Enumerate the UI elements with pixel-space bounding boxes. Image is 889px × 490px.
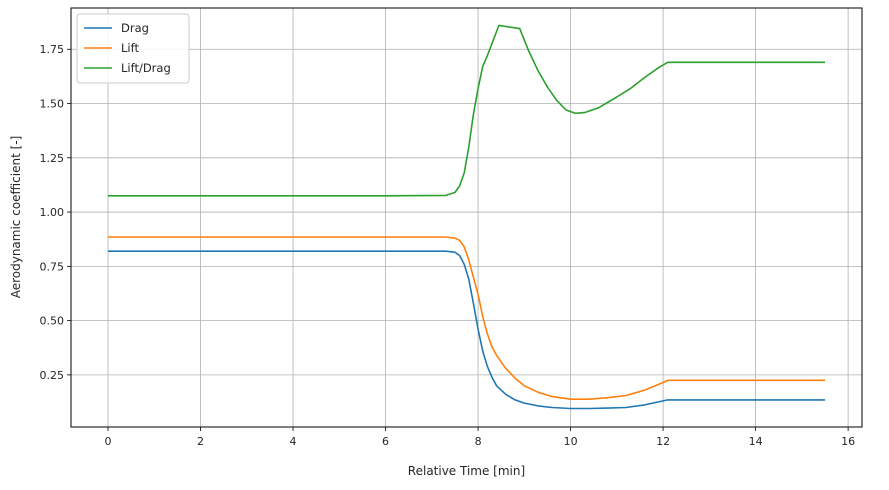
x-tick-label: 6 — [382, 435, 389, 448]
x-tick-label: 10 — [564, 435, 578, 448]
y-tick-label: 1.50 — [40, 98, 65, 111]
y-tick-label: 0.25 — [40, 369, 65, 382]
legend-label-drag: Drag — [121, 21, 149, 35]
y-tick-label: 1.25 — [40, 152, 65, 165]
series-line-drag — [108, 250, 825, 410]
legend-box — [76, 13, 190, 84]
y-tick-label: 0.75 — [40, 260, 65, 273]
x-tick-label: 12 — [656, 435, 670, 448]
series-line-lift-drag — [108, 24, 825, 197]
x-axis-label: Relative Time [min] — [408, 464, 525, 478]
legend-label-lift: Lift — [121, 41, 139, 55]
series-lines — [108, 24, 825, 410]
x-tick-label: 0 — [105, 435, 112, 448]
legend: Drag Lift Lift/Drag — [76, 13, 190, 84]
series-line-lift — [108, 236, 825, 401]
y-axis-label: Aerodynamic coefficient [-] — [9, 136, 23, 299]
plot-frame — [70, 7, 863, 428]
x-tick-label: 2 — [197, 435, 204, 448]
y-tick-label: 1.00 — [40, 206, 65, 219]
x-tick-label: 8 — [475, 435, 482, 448]
legend-label-lift-drag: Lift/Drag — [121, 61, 171, 75]
y-tick-label: 0.50 — [40, 315, 65, 328]
x-tick-label: 4 — [290, 435, 297, 448]
y-tick-label: 1.75 — [40, 43, 65, 56]
y-axis: 0.25 0.50 0.75 1.00 1.25 1.50 1.75 — [40, 43, 71, 382]
x-axis: 0 2 4 6 8 10 12 14 16 — [105, 427, 855, 448]
x-tick-label: 16 — [841, 435, 855, 448]
x-tick-label: 14 — [749, 435, 763, 448]
